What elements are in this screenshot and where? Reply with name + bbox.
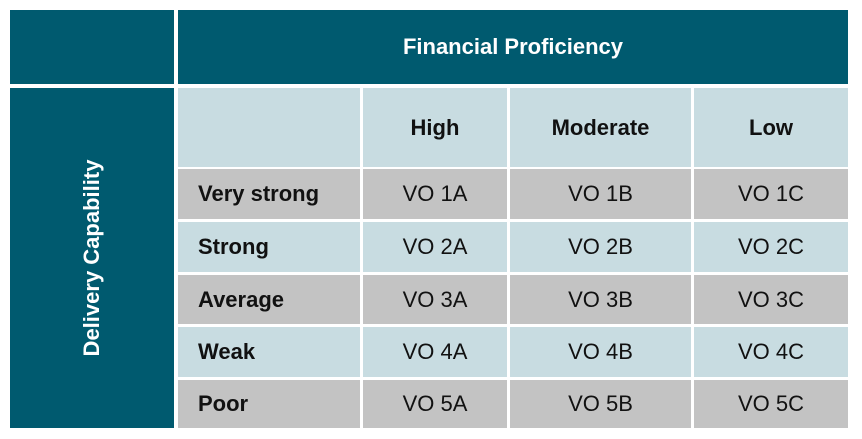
corner-cell (10, 10, 174, 84)
table-cell: VO 5A (363, 380, 507, 428)
column-group-header: Financial Proficiency (178, 10, 848, 84)
column-header-low: Low (694, 88, 848, 167)
table-cell: VO 3C (694, 275, 848, 324)
rating-matrix: Financial Proficiency Delivery Capabilit… (10, 10, 848, 428)
table-cell: VO 1B (510, 169, 691, 219)
row-label-poor: Poor (178, 380, 360, 428)
row-label-very-strong: Very strong (178, 169, 360, 219)
table-cell: VO 4C (694, 327, 848, 377)
table-cell: VO 2B (510, 222, 691, 272)
table-cell: VO 2A (363, 222, 507, 272)
row-label-strong: Strong (178, 222, 360, 272)
table-cell: VO 1A (363, 169, 507, 219)
column-header-moderate: Moderate (510, 88, 691, 167)
table-cell: VO 3A (363, 275, 507, 324)
row-label-average: Average (178, 275, 360, 324)
table-cell: VO 4A (363, 327, 507, 377)
row-group-label: Delivery Capability (79, 159, 104, 357)
table-cell: VO 4B (510, 327, 691, 377)
row-group-header: Delivery Capability (10, 88, 174, 428)
row-label-weak: Weak (178, 327, 360, 377)
table-cell: VO 5C (694, 380, 848, 428)
column-header-high: High (363, 88, 507, 167)
table-cell: VO 5B (510, 380, 691, 428)
table-cell: VO 1C (694, 169, 848, 219)
table-cell: VO 2C (694, 222, 848, 272)
column-header-blank (178, 88, 360, 167)
table-cell: VO 3B (510, 275, 691, 324)
